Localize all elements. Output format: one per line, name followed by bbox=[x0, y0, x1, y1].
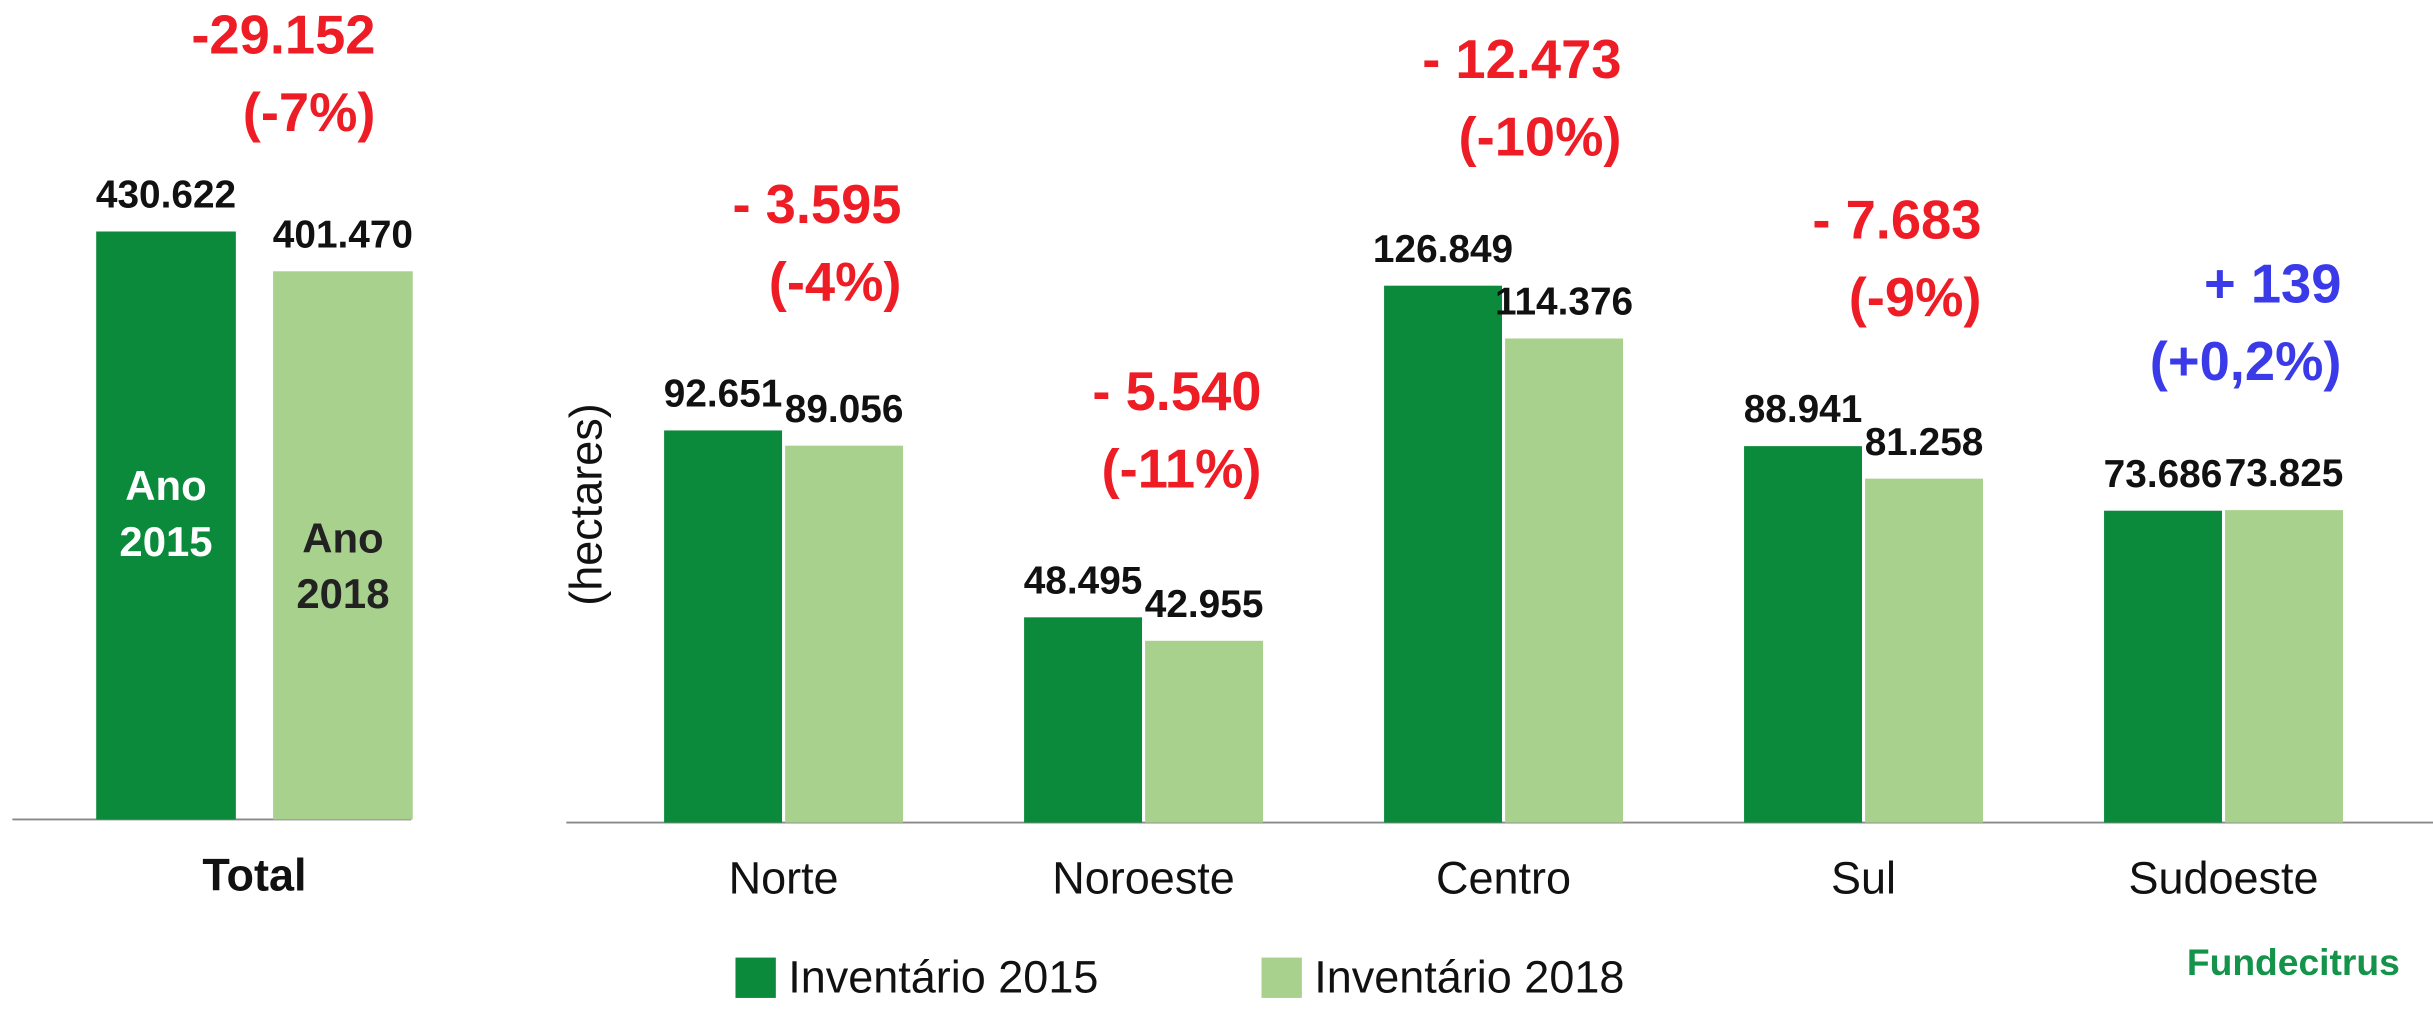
change-value: - 7.683 bbox=[1812, 190, 1981, 251]
data-label: 81.258 bbox=[1865, 421, 1984, 464]
change-percent: (+0,2%) bbox=[2150, 331, 2342, 392]
change-percent: (-10%) bbox=[1459, 107, 1622, 168]
x-tick-label: Noroeste bbox=[1052, 852, 1235, 903]
bar-label-line: Ano bbox=[125, 462, 206, 509]
legend-swatch bbox=[735, 957, 776, 998]
data-label: 430.622 bbox=[96, 174, 236, 217]
change-percent: (-9%) bbox=[1849, 267, 1982, 328]
bar bbox=[1024, 617, 1143, 823]
data-label: 42.955 bbox=[1145, 583, 1264, 626]
bar bbox=[1384, 285, 1503, 823]
x-tick-label: Centro bbox=[1436, 852, 1571, 903]
x-tick-label: Norte bbox=[729, 852, 839, 903]
legend-label: Inventário 2015 bbox=[788, 952, 1098, 1003]
x-tick-label: Sul bbox=[1831, 852, 1896, 903]
bar bbox=[1145, 640, 1264, 823]
data-label: 73.686 bbox=[2104, 453, 2223, 496]
change-value: - 3.595 bbox=[732, 174, 901, 235]
x-tick-label: Sudoeste bbox=[2128, 852, 2318, 903]
data-label: 114.376 bbox=[1495, 281, 1633, 324]
legend-label: Inventário 2018 bbox=[1314, 952, 1624, 1003]
bar bbox=[664, 430, 783, 823]
bar bbox=[96, 231, 236, 820]
bar bbox=[1505, 338, 1624, 823]
bar-label-line: 2015 bbox=[119, 518, 212, 565]
bar-label-line: 2018 bbox=[296, 570, 389, 617]
x-tick-label: Total bbox=[202, 849, 306, 900]
change-value: -29.152 bbox=[191, 4, 375, 65]
data-label: 126.849 bbox=[1373, 228, 1513, 271]
bar bbox=[1744, 446, 1862, 823]
bar bbox=[273, 271, 413, 820]
data-label: 92.651 bbox=[664, 373, 783, 416]
legend-swatch bbox=[1261, 957, 1302, 998]
bar-label: Ano 2015 bbox=[119, 462, 212, 565]
bar bbox=[2104, 510, 2222, 823]
y-axis-label: (hectares) bbox=[561, 403, 612, 605]
bar-label-line: Ano bbox=[302, 514, 383, 561]
bar bbox=[785, 445, 904, 823]
logo: Fundecitrus bbox=[2187, 941, 2400, 983]
change-percent: (-7%) bbox=[243, 82, 376, 143]
data-label: 89.056 bbox=[785, 388, 904, 431]
data-label: 88.941 bbox=[1744, 388, 1863, 431]
bar-label: Ano 2018 bbox=[296, 514, 389, 617]
change-value: - 5.540 bbox=[1092, 361, 1261, 422]
change-value: + 139 bbox=[2204, 254, 2341, 315]
change-percent: (-4%) bbox=[769, 251, 902, 312]
bar bbox=[1865, 478, 1984, 823]
data-label: 401.470 bbox=[273, 213, 413, 256]
data-label: 73.825 bbox=[2225, 452, 2344, 495]
change-percent: (-11%) bbox=[1102, 438, 1262, 499]
bar bbox=[2225, 510, 2344, 823]
change-value: - 12.473 bbox=[1422, 29, 1621, 90]
data-label: 48.495 bbox=[1024, 559, 1143, 602]
